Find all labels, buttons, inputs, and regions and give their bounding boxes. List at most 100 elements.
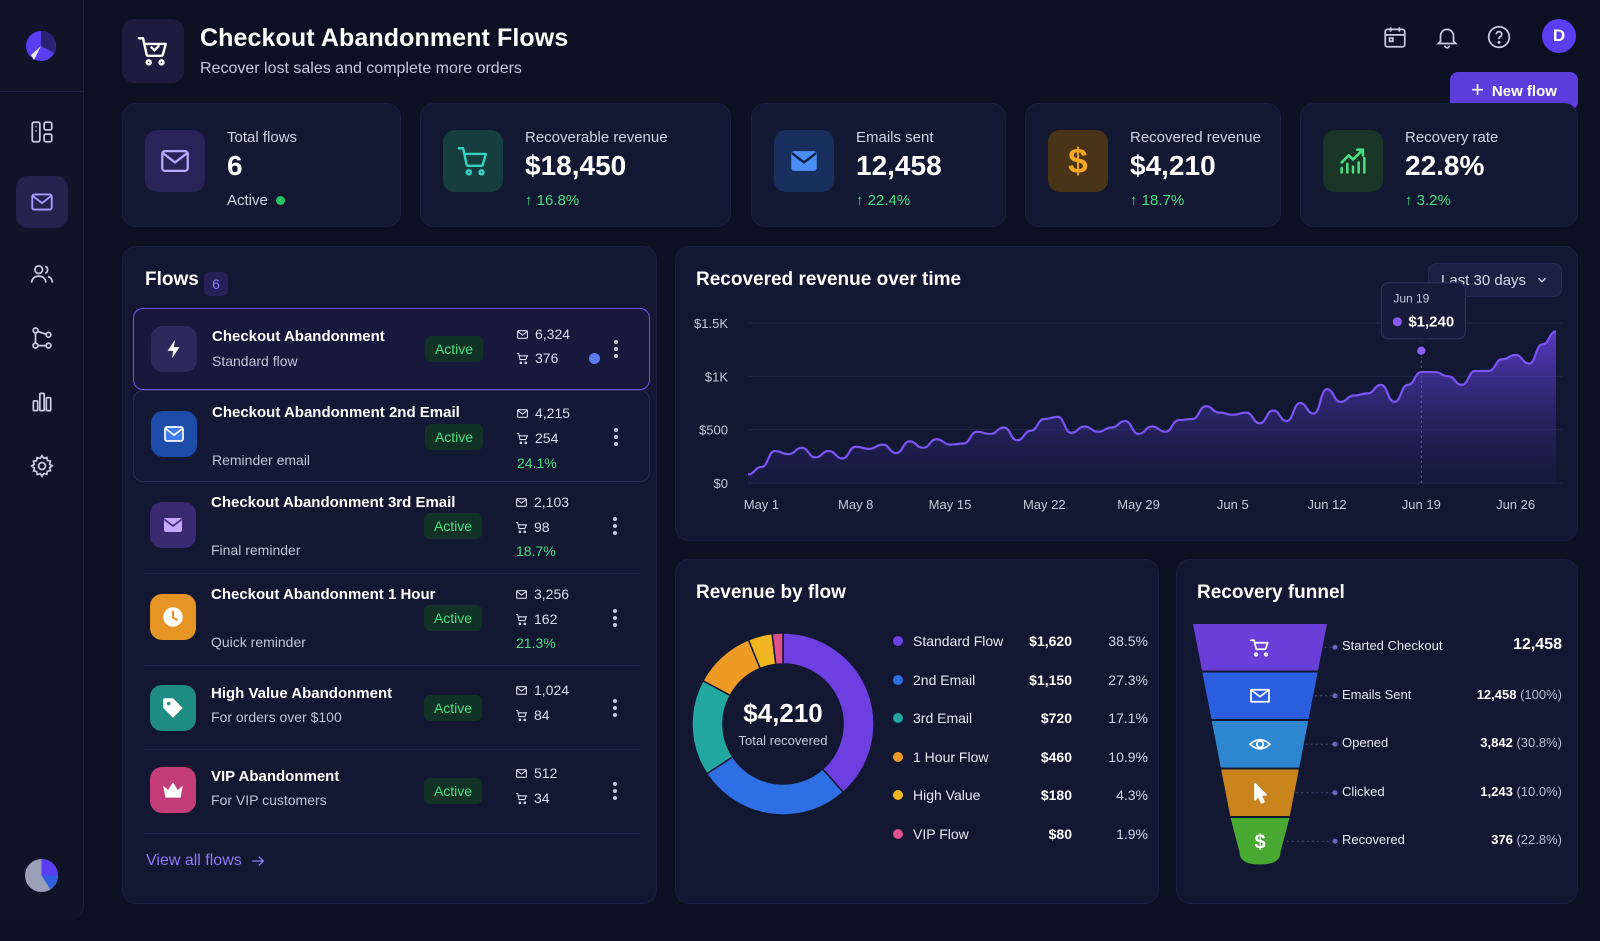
flow-row[interactable]: Checkout Abandonment 1 Hour Quick remind… [133,574,650,666]
stat-card-recoverable-revenue: Recoverable revenue $18,450 ↑ 16.8% [420,103,731,227]
workspace-pie-icon[interactable] [24,858,59,893]
sidebar-item-email[interactable] [16,176,68,228]
x-tick-label: May 15 [929,497,972,512]
sidebar-item-flows[interactable] [16,312,68,364]
flow-more-menu-icon[interactable] [606,337,626,361]
flow-more-menu-icon[interactable] [605,696,625,720]
flow-more-menu-icon[interactable] [605,514,625,538]
legend-dot [893,636,903,646]
flow-row[interactable]: Checkout Abandonment 2nd Email Reminder … [133,390,650,482]
flow-row[interactable]: High Value Abandonment For orders over $… [133,666,650,750]
sidebar-item-settings[interactable] [16,440,68,492]
stat-card-recovered-revenue: $ Recovered revenue $4,210 ↑ 18.7% [1025,103,1281,227]
flow-subtitle: Final reminder [211,542,301,558]
selected-indicator-dot [589,353,600,364]
bell-icon[interactable] [1434,24,1460,50]
stat-delta: ↑ 22.4% [856,192,911,209]
stat-card-recovery-rate: Recovery rate 22.8% ↑ 3.2% [1300,103,1578,227]
revenue-area-chart: $0 $500 $1K $1.5K May 1 May 8 May 15 May 22 May … [694,282,1562,512]
stat-label: Emails sent [856,129,934,146]
x-tick-label: May 1 [744,497,779,512]
x-tick-label: May 8 [838,497,873,512]
donut-center-value: $4,210 [743,698,823,728]
stat-icon-box [443,130,503,192]
funnel-stage [1211,721,1309,768]
page-title: Checkout Abandonment Flows [200,24,569,52]
funnel-stage-count: 12,458 [1476,686,1517,702]
shopping-cart-icon [137,37,167,66]
stat-delta: ↑ 18.7% [1130,192,1185,209]
shopping-cart-icon [457,147,487,176]
funnel-connector-dot [1332,644,1338,650]
y-tick-label: $500 [699,423,728,438]
flow-orders-metric: 376 [516,350,558,366]
funnel-connector-dot [1332,693,1338,699]
donut-slice [771,632,784,666]
flow-row[interactable]: Checkout Abandonment 3rd Email Final rem… [133,482,650,574]
status-badge: Active [424,695,482,721]
mail-icon [516,685,527,695]
cart-icon [516,613,528,625]
legend-item: Standard Flow $1,620 38.5% [893,631,1148,653]
x-tick-label: Jun 19 [1402,497,1441,512]
dollar-icon: $ [1068,142,1088,180]
sidebar-item-analytics[interactable] [16,376,68,428]
help-icon[interactable] [1486,24,1512,50]
flow-more-menu-icon[interactable] [605,606,625,630]
arrow-right-icon [251,856,265,866]
donut-legend: Standard Flow $1,620 38.5% 2nd Email $1,150 2… [893,631,1148,842]
x-tick-label: May 29 [1117,497,1160,512]
flow-more-menu-icon[interactable] [606,425,626,449]
tooltip-dot [1392,317,1402,327]
legend-label: 2nd Email [913,671,976,688]
flow-emails-value: 3,256 [534,586,570,602]
legend-value: $180 [1040,787,1072,803]
mail-icon [517,408,528,418]
funnel-connector-dot [1332,838,1338,844]
dashboard-icon [31,121,53,143]
flow-more-menu-icon[interactable] [605,779,625,803]
highlight-point [1415,344,1428,357]
legend-dot [893,713,903,723]
y-tick-label: $1K [705,369,728,384]
mail-icon [163,518,183,532]
user-avatar[interactable]: D [1542,19,1576,53]
stat-value: $18,450 [525,150,627,181]
stat-label: Recovered revenue [1130,129,1261,146]
funnel-stage-row: Opened 3,842 (30.8%) [1342,732,1562,754]
flow-row[interactable]: Checkout Abandonment Standard flow Activ… [133,308,650,390]
mail-icon [161,149,189,173]
flow-emails-metric: 3,256 [515,586,569,602]
funnel-stage-label: Opened [1342,735,1389,751]
mail-icon [516,497,527,507]
bar-chart-icon [32,392,52,412]
donut-center: $4,210 Total recovered [688,698,878,748]
sidebar [0,0,84,920]
svg-text:$: $ [1068,142,1088,180]
stat-delta: ↑ 16.8% [525,192,580,209]
flow-emails-value: 4,215 [535,405,571,421]
sidebar-item-dashboard[interactable] [16,106,68,158]
funnel-stage-count: 1,243 [1480,783,1513,799]
legend-label: High Value [913,787,981,803]
funnel-stage [1230,818,1290,865]
flow-row[interactable]: VIP Abandonment For VIP customers Active… [133,750,650,834]
legend-percent: 27.3% [1108,671,1148,688]
funnel-labels: Started Checkout 12,458 Emails Sent 12,458… [1342,624,1562,874]
stat-card-emails-sent: Emails sent 12,458 ↑ 22.4% [751,103,1006,227]
flow-recovery-rate: 24.1% [517,455,557,471]
donut-center-label: Total recovered [738,733,828,748]
flow-subtitle: Quick reminder [211,634,306,650]
sidebar-item-users[interactable] [16,248,68,300]
x-tick-label: Jun 12 [1308,497,1347,512]
legend-dot [893,828,903,839]
flow-emails-value: 512 [534,765,558,781]
users-icon [30,265,54,283]
row-divider [143,665,640,666]
trend-up-icon [1340,148,1366,174]
calendar-icon[interactable] [1382,24,1408,50]
app-logo-icon[interactable] [25,30,57,62]
mail-filled-icon [791,151,817,171]
flow-orders-value: 376 [535,350,559,366]
view-all-flows-link[interactable]: View all flows [146,852,266,870]
